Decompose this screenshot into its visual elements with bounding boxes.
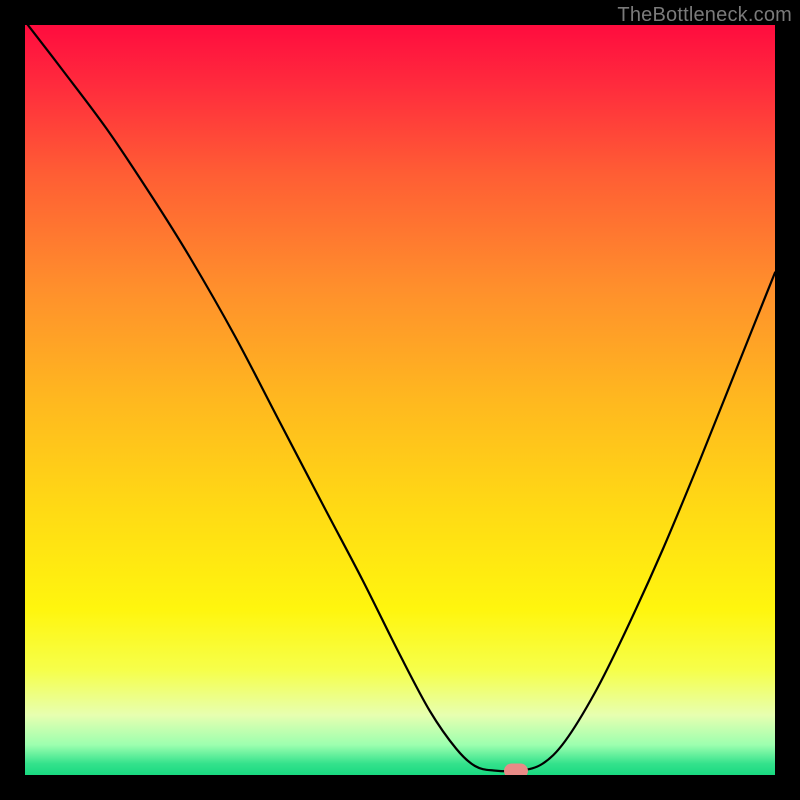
plot-area bbox=[25, 25, 775, 775]
canvas: TheBottleneck.com bbox=[0, 0, 800, 800]
optimal-marker bbox=[504, 763, 528, 775]
watermark-text: TheBottleneck.com bbox=[617, 4, 792, 27]
bottleneck-curve bbox=[25, 25, 775, 775]
curve-path bbox=[25, 25, 775, 771]
